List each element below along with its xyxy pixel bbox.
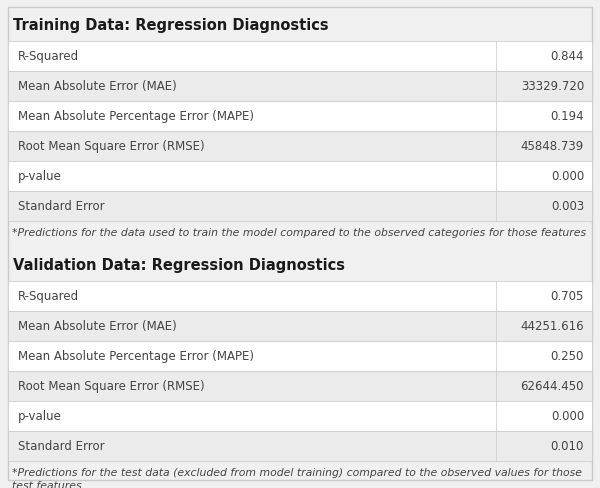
Text: Root Mean Square Error (RMSE): Root Mean Square Error (RMSE): [18, 380, 205, 393]
Text: 0.000: 0.000: [551, 170, 584, 183]
Bar: [8, 102, 592, 132]
Text: 45848.739: 45848.739: [521, 140, 584, 153]
Text: Mean Absolute Percentage Error (MAPE): Mean Absolute Percentage Error (MAPE): [18, 110, 254, 123]
Bar: [8, 42, 592, 72]
Text: Mean Absolute Error (MAE): Mean Absolute Error (MAE): [18, 320, 177, 333]
Text: test features: test features: [12, 481, 82, 488]
Bar: [8, 282, 592, 311]
Text: p-value: p-value: [18, 170, 62, 183]
Bar: [8, 431, 592, 461]
Bar: [8, 341, 592, 371]
Bar: [8, 311, 592, 341]
Bar: [8, 72, 592, 102]
Text: 0.844: 0.844: [551, 50, 584, 63]
Text: 0.010: 0.010: [551, 440, 584, 452]
Text: Validation Data: Regression Diagnostics: Validation Data: Regression Diagnostics: [13, 258, 345, 273]
Text: Mean Absolute Percentage Error (MAPE): Mean Absolute Percentage Error (MAPE): [18, 350, 254, 363]
Text: Mean Absolute Error (MAE): Mean Absolute Error (MAE): [18, 81, 177, 93]
Bar: [8, 401, 592, 431]
Text: Standard Error: Standard Error: [18, 440, 104, 452]
Bar: [8, 371, 592, 401]
Text: 44251.616: 44251.616: [520, 320, 584, 333]
Text: 0.000: 0.000: [551, 409, 584, 423]
Text: 0.250: 0.250: [551, 350, 584, 363]
Text: 33329.720: 33329.720: [521, 81, 584, 93]
Text: R-Squared: R-Squared: [18, 50, 79, 63]
Text: 0.003: 0.003: [551, 200, 584, 213]
Text: Training Data: Regression Diagnostics: Training Data: Regression Diagnostics: [13, 19, 329, 34]
Bar: [8, 192, 592, 222]
Text: 0.705: 0.705: [551, 290, 584, 303]
Text: R-Squared: R-Squared: [18, 290, 79, 303]
Text: 62644.450: 62644.450: [521, 380, 584, 393]
Text: p-value: p-value: [18, 409, 62, 423]
Text: *Predictions for the test data (excluded from model training) compared to the ob: *Predictions for the test data (excluded…: [12, 468, 582, 478]
Bar: [8, 162, 592, 192]
Text: Standard Error: Standard Error: [18, 200, 104, 213]
Text: *Predictions for the data used to train the model compared to the observed categ: *Predictions for the data used to train …: [12, 228, 586, 238]
Text: 0.194: 0.194: [550, 110, 584, 123]
Bar: [8, 132, 592, 162]
Text: Root Mean Square Error (RMSE): Root Mean Square Error (RMSE): [18, 140, 205, 153]
